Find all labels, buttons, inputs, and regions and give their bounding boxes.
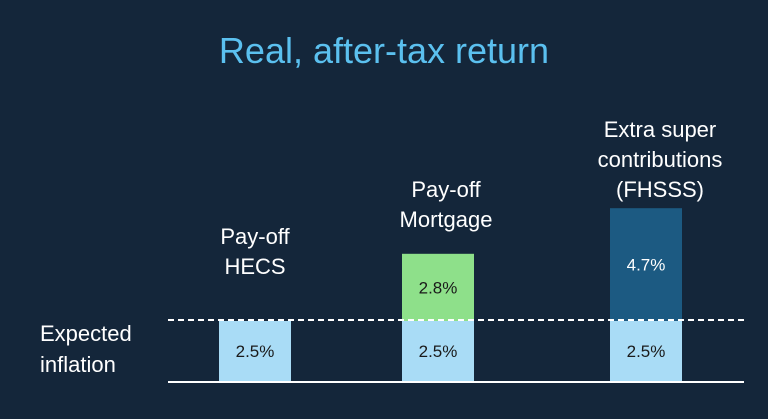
category-label-mortgage: Pay-off Mortgage	[376, 175, 516, 235]
category-label-line: Extra super	[603, 117, 717, 142]
category-label-line: HECS	[224, 254, 286, 279]
reference-label-line: Expected	[40, 321, 132, 346]
bar-value-label: 2.5%	[419, 342, 458, 361]
category-label-line: (FHSSS)	[616, 177, 704, 202]
bar-value-label: 2.5%	[236, 342, 275, 361]
category-label-super: Extra super contributions (FHSSS)	[560, 115, 760, 205]
bar-segment	[402, 253, 474, 321]
category-label-line: Pay-off	[220, 224, 290, 249]
category-label-hecs: Pay-off HECS	[195, 222, 315, 282]
bar-segment	[610, 321, 682, 381]
bar-segment	[402, 321, 474, 381]
category-label-line: Mortgage	[399, 207, 493, 232]
reference-label-line: inflation	[40, 352, 116, 377]
category-label-line: contributions	[597, 147, 723, 172]
chart-title: Real, after-tax return	[218, 30, 550, 71]
reference-line-label: Expected inflation	[40, 318, 160, 380]
bar-value-label: 4.7%	[627, 256, 666, 275]
bar-segment	[610, 208, 682, 321]
bar-value-label: 2.8%	[419, 278, 458, 297]
bar-value-label: 2.5%	[627, 342, 666, 361]
bar-segment	[219, 321, 291, 381]
category-label-line: Pay-off	[411, 177, 481, 202]
